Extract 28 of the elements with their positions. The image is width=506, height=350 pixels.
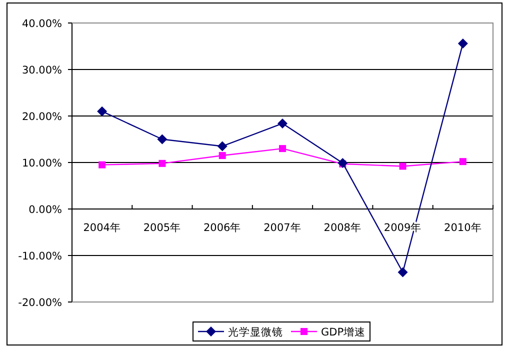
- point: [217, 141, 228, 152]
- point: [338, 158, 348, 168]
- point: [399, 162, 406, 170]
- legend-label: 光学显微镜: [228, 326, 283, 338]
- y-tick-label: -10.00%: [18, 250, 62, 262]
- point: [458, 38, 468, 48]
- point: [97, 106, 108, 116]
- y-tick-label: 30.00%: [22, 64, 62, 76]
- y-tick-label: 0.00%: [28, 204, 62, 216]
- x-tick-label: 2008年: [324, 222, 362, 234]
- point: [158, 160, 166, 167]
- x-tick-label: 2004年: [83, 222, 121, 234]
- point: [398, 267, 408, 278]
- x-tick-label: 2005年: [143, 222, 182, 234]
- point: [279, 145, 286, 152]
- x-tick-label: 2007年: [264, 222, 302, 234]
- x-tick-label: 2010年: [444, 222, 482, 234]
- point: [459, 158, 466, 166]
- point: [218, 152, 226, 160]
- y-tick-label: 40.00%: [22, 18, 62, 30]
- x-tick-label: 2006年: [203, 222, 242, 234]
- y-tick-label: -20.00%: [18, 297, 62, 309]
- legend-label: GDP增速: [321, 326, 366, 338]
- point: [157, 134, 168, 144]
- y-tick-label: 10.00%: [22, 158, 62, 170]
- point: [278, 118, 288, 128]
- y-tick-label: 20.00%: [22, 111, 62, 123]
- point: [98, 161, 106, 168]
